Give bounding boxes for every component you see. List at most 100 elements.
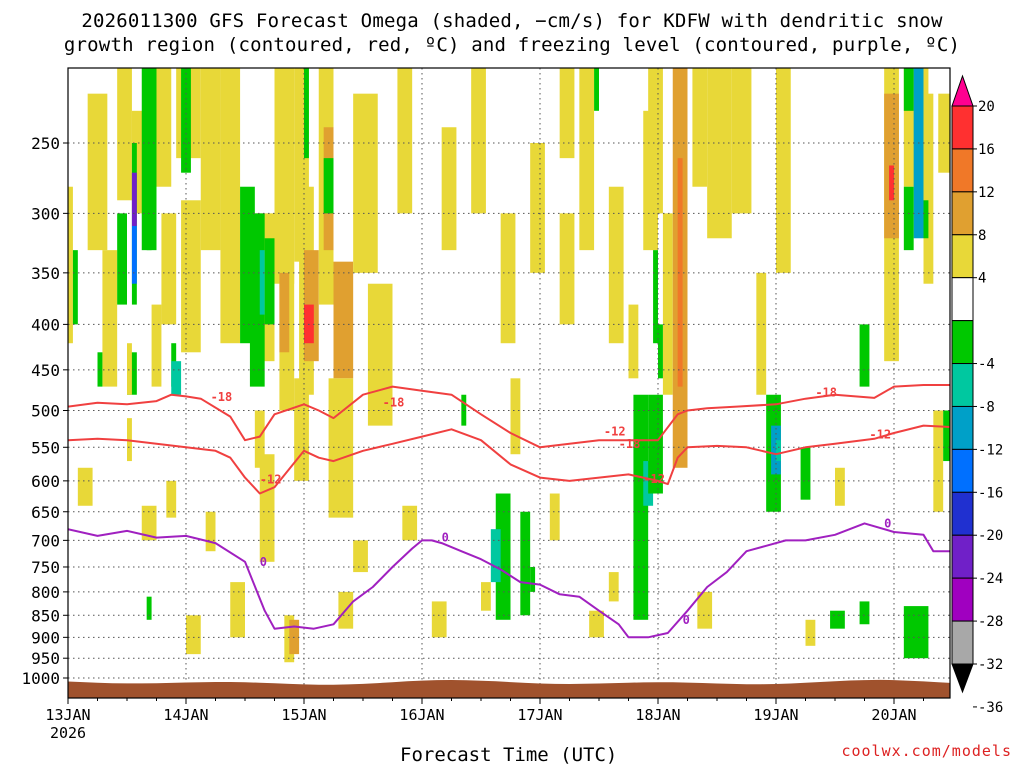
colorbar-bin [951,405,974,450]
omega-cell [87,93,108,251]
colorbar-bin [951,148,974,193]
y-tick-label: 850 [31,606,60,625]
omega-cell [77,467,93,506]
omega-cell [102,250,118,387]
omega-cell [776,68,791,273]
omega-cell [943,410,950,462]
omega-cell [230,582,245,638]
colorbar-bin [951,191,974,236]
omega-cell [589,610,604,638]
colorbar-label: 8 [978,228,986,244]
colorbar-label: -24 [978,571,1003,587]
omega-cell [254,410,265,468]
omega-cell [633,394,649,620]
x-tick-label: 14JAN [163,706,208,724]
contour-label: 0 [683,613,690,627]
y-tick-label: 300 [31,204,60,223]
omega-cell [648,394,663,494]
y-tick-label: 450 [31,361,60,380]
omega-cell [608,572,619,602]
omega-cell [933,410,944,512]
omega-cell [259,454,275,562]
y-tick-label: 500 [31,402,60,421]
contour-label: -18 [211,390,233,404]
colorbar-label: -8 [978,399,995,415]
colorbar-label: 16 [978,142,995,158]
omega-cell [166,480,177,518]
omega-cell [481,582,491,611]
colorbar-label: 20 [978,99,995,115]
y-tick-label: 750 [31,558,60,577]
omega-cell [294,378,309,481]
omega-cell [171,361,182,395]
omega-cell [181,200,201,353]
x-tick-label: 15JAN [281,706,326,724]
x-axis-title: Forecast Time (UTC) [400,744,618,766]
ground-layer [68,679,950,698]
omega-cell [146,596,152,620]
omega-cell [692,68,708,187]
colorbar-bin [951,320,974,365]
colorbar-label: -20 [978,528,1003,544]
omega-cell [279,272,290,353]
omega-cell [141,505,157,541]
omega-cell [653,250,658,344]
colorbar-label: 4 [978,271,986,287]
omega-cell [333,261,354,379]
contour-label: -12 [260,473,282,487]
omega-cell [220,68,241,344]
omega-cell [859,324,870,387]
omega-cell [662,213,673,395]
y-tick-label: 250 [31,134,60,153]
omega-cell [913,68,924,239]
x-tick-label: 16JAN [399,706,444,724]
omega-cell [756,272,767,395]
omega-cell [628,304,639,379]
omega-cell [830,610,845,629]
ground-surface [68,679,950,698]
colorbar-bin [951,448,974,493]
omega-cell [938,93,950,173]
colorbar-label: -36 [978,700,1003,716]
omega-cell [117,213,127,305]
omega-cell [835,467,845,506]
colorbar-bin [951,105,974,150]
omega-cell [353,540,368,573]
omega-cell [800,447,811,500]
omega-cell [471,68,486,214]
y-tick-label: 900 [31,628,60,647]
credit-text[interactable]: coolwx.com/models [841,742,1012,760]
colorbar: 20 16 12 8 4 -4 -8 -12 -16 -20 -24 -28 -32 -36 [951,74,1003,716]
colorbar-label: -32 [978,657,1003,673]
omega-cell [304,68,309,159]
plot-frame [67,67,951,699]
x-tick-label: 19JAN [753,706,798,724]
omega-cell [131,172,137,227]
omega-cell [903,186,914,251]
contour-label: 0 [884,516,891,530]
omega-cell [72,250,78,325]
contour-label: 0 [260,555,267,569]
omega-cell [127,343,132,395]
colorbar-label: -12 [978,442,1003,458]
omega-cell [117,68,132,201]
omega-cell [186,615,201,655]
colorbar-bin [951,620,974,665]
omega-cell [500,213,516,344]
x-tick-label: 17JAN [517,706,562,724]
y-tick-label: 700 [31,531,60,550]
x-tick-label: 13JAN [45,706,90,724]
omega-cell [510,378,521,455]
omega-cell [903,68,914,111]
y-tick-label: 800 [31,583,60,602]
colorbar-bin [951,363,974,407]
colorbar-bin [951,577,974,622]
omega-cell [402,505,418,541]
colorbar-label: -16 [978,485,1003,501]
omega-cell [141,68,152,251]
chart-title-line-2: growth region (contoured, red, ºC) and f… [63,34,961,56]
contour-line-0 [68,522,950,639]
omega-cell [608,186,624,344]
